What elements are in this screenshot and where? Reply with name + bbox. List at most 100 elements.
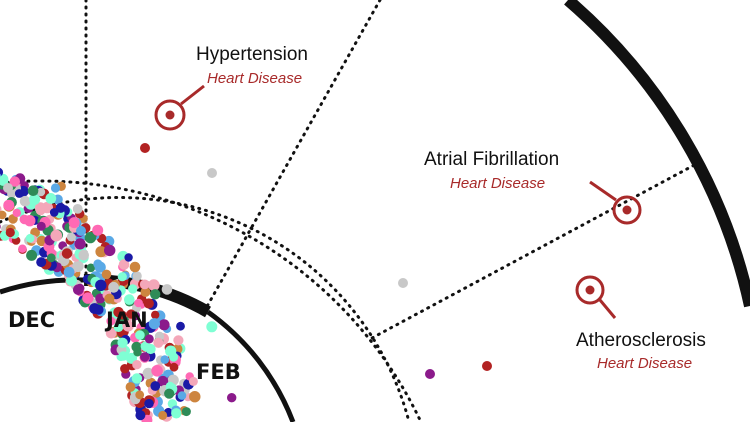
- patient-dot: [63, 266, 75, 278]
- patient-dot: [5, 227, 15, 238]
- patient-dot: [3, 199, 15, 211]
- outlier-dot: [207, 168, 217, 178]
- patient-dot: [104, 244, 116, 257]
- annotation-name-atrial-fibrillation: Atrial Fibrillation: [424, 149, 560, 170]
- patient-dot: [27, 185, 39, 196]
- patient-dot: [92, 224, 104, 236]
- patient-dot: [55, 202, 66, 213]
- month-ring-feb: [206, 309, 296, 422]
- patient-dot: [132, 360, 142, 370]
- patient-dot: [12, 208, 21, 218]
- patient-dot: [128, 284, 138, 294]
- patient-dot: [0, 210, 7, 220]
- patient-dot: [227, 393, 237, 403]
- patient-dot: [169, 362, 179, 372]
- patient-dot: [73, 284, 84, 296]
- patient-dot: [105, 327, 117, 339]
- patient-dot: [76, 225, 86, 236]
- patient-dot: [35, 202, 46, 214]
- patient-dot: [50, 183, 61, 193]
- month-label-feb: FEB: [196, 360, 241, 384]
- patient-dot: [95, 279, 107, 291]
- patient-dot: [117, 337, 128, 348]
- patient-dot: [86, 263, 96, 273]
- annotation-category-hypertension: Heart Disease: [207, 70, 303, 87]
- patient-dot: [24, 215, 36, 227]
- patient-dot: [188, 376, 198, 386]
- patient-dot: [25, 233, 35, 243]
- outlier-dot: [3, 183, 13, 193]
- patient-dot: [143, 298, 154, 309]
- patient-dot: [74, 238, 86, 250]
- patient-dot: [176, 321, 185, 331]
- patient-dot: [148, 318, 160, 330]
- patient-dot: [124, 294, 135, 305]
- patient-dot: [84, 231, 97, 244]
- patient-dot: [125, 382, 136, 392]
- patient-dot: [118, 351, 129, 361]
- patient-dot: [124, 253, 133, 262]
- patient-dot: [9, 176, 20, 187]
- patient-dot: [14, 189, 24, 198]
- patient-dot: [0, 224, 1, 230]
- patient-dot: [145, 343, 156, 355]
- outlier-dot: [398, 278, 408, 288]
- patient-dot: [189, 391, 201, 403]
- patient-dot: [177, 391, 187, 400]
- patient-dot: [36, 221, 46, 231]
- patient-dot: [50, 229, 63, 242]
- patient-dot: [68, 217, 80, 229]
- patient-dot: [169, 352, 179, 362]
- dotted-ring-inner: [0, 196, 410, 420]
- annotation-name-atherosclerosis: Atherosclerosis: [576, 330, 706, 351]
- patient-dot: [36, 187, 46, 197]
- patient-dot: [95, 246, 107, 258]
- patient-dot: [140, 352, 150, 362]
- patient-dot: [118, 259, 130, 270]
- annotation-name-hypertension: Hypertension: [196, 44, 308, 65]
- patient-dot: [160, 355, 170, 364]
- patient-dot: [113, 306, 124, 318]
- patient-dot: [49, 208, 59, 217]
- patient-dot: [142, 367, 154, 379]
- outlier-dot: [425, 369, 435, 379]
- patient-dot: [151, 310, 160, 320]
- atrial-fibrillation-marker[interactable]: [589, 180, 642, 225]
- patient-dot: [61, 248, 73, 259]
- patient-dot: [171, 408, 182, 419]
- patient-dot: [158, 319, 170, 331]
- patient-dot: [165, 381, 175, 391]
- patient-dot: [78, 249, 89, 261]
- patient-dot: [161, 284, 173, 295]
- patient-dot: [150, 381, 161, 391]
- patient-dot: [18, 244, 27, 253]
- hypertension-marker[interactable]: [154, 84, 205, 131]
- patient-dot: [66, 232, 76, 242]
- outer-ring-arc: [564, 0, 750, 308]
- patient-dot: [151, 365, 163, 377]
- patient-dot: [140, 287, 151, 297]
- patient-dot: [117, 272, 127, 282]
- patient-dot: [173, 335, 184, 346]
- patient-dot: [134, 298, 143, 308]
- patient-dot: [158, 410, 168, 420]
- patient-dot: [26, 249, 38, 261]
- patient-dot: [108, 281, 119, 293]
- patient-dot: [126, 309, 136, 319]
- patient-dot: [129, 261, 141, 273]
- annotation-category-atrial-fibrillation: Heart Disease: [450, 175, 546, 192]
- month-label-dec: DEC: [8, 308, 56, 332]
- patient-dot: [120, 364, 130, 374]
- atherosclerosis-marker[interactable]: [575, 275, 617, 319]
- month-label-jan: JAN: [106, 308, 148, 332]
- patient-dot: [144, 334, 154, 344]
- patient-dot: [139, 279, 150, 290]
- patient-dot: [133, 348, 142, 357]
- patient-dot: [28, 193, 41, 205]
- patient-dot: [131, 373, 143, 384]
- patient-dot: [135, 410, 146, 421]
- dotted-spoke-atrial: [370, 160, 702, 340]
- patient-dot: [93, 304, 104, 315]
- patient-dot: [19, 195, 31, 207]
- patient-dot: [122, 320, 134, 332]
